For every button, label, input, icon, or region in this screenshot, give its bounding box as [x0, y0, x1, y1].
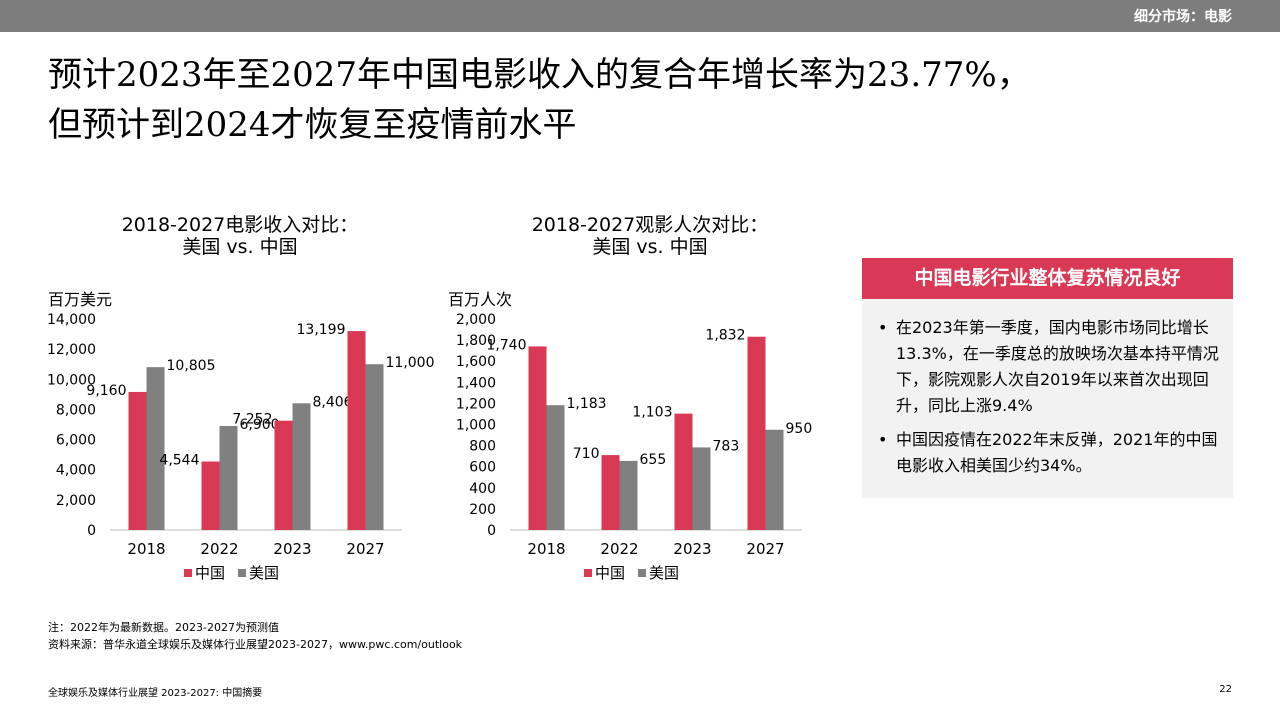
data-label: 1,183: [567, 396, 607, 412]
y-tick-label: 1,600: [456, 354, 496, 370]
source-text: 资料来源：普华永道全球娱乐及媒体行业展望2023-2027，www.pwc.co…: [48, 638, 463, 651]
highlight-card-header: 中国电影行业整体复苏情况良好: [862, 258, 1233, 299]
legend-swatch-usa: [238, 569, 246, 577]
admissions-chart-title-line-2: 美国 vs. 中国: [592, 236, 708, 258]
y-tick-label: 1,400: [456, 375, 496, 391]
list-item: • 在2023年第一季度，国内电影市场同比增长13.3%，在一季度总的放映场次基…: [876, 315, 1219, 419]
x-tick-label: 2022: [200, 540, 238, 558]
bar-china-2027: [747, 336, 766, 530]
data-label: 950: [786, 421, 813, 437]
admissions-chart-title-line-1: 2018-2027观影人次对比：: [531, 214, 769, 236]
bar-china-2027: [347, 331, 366, 530]
y-tick-label: 10,000: [47, 372, 96, 388]
y-tick-label: 0: [87, 523, 96, 539]
page-title: 预计2023年至2027年中国电影收入的复合年增长率为23.77%， 但预计到2…: [48, 50, 1228, 150]
x-tick-label: 2023: [273, 540, 311, 558]
data-label: 4,544: [159, 453, 199, 469]
data-label: 9,160: [86, 383, 126, 399]
bar-usa-2018: [146, 367, 165, 530]
data-label: 10,805: [167, 358, 216, 374]
data-label: 11,000: [386, 355, 435, 371]
bar-usa-2023: [692, 447, 711, 530]
y-tick-label: 12,000: [47, 342, 96, 358]
bar-china-2018: [528, 346, 547, 530]
y-tick-label: 1,200: [456, 396, 496, 412]
data-label: 710: [573, 446, 600, 462]
note-text: 注：2022年为最新数据。2023-2027为预测值: [48, 621, 279, 634]
y-axis-unit-label: 百万美元: [48, 290, 112, 309]
y-tick-label: 800: [469, 439, 496, 455]
x-tick-label: 2027: [346, 540, 384, 558]
footer-title: 全球娱乐及媒体行业展望 2023-2027: 中国摘要: [48, 688, 263, 699]
bar-usa-2022: [219, 426, 238, 530]
list-item-text: 中国因疫情在2022年末反弹，2021年的中国电影收入相美国少约34%。: [896, 430, 1218, 475]
bullet-icon: •: [878, 318, 888, 337]
page-number: 22: [1219, 684, 1232, 695]
y-tick-label: 14,000: [47, 312, 96, 328]
bullet-icon: •: [878, 430, 888, 449]
x-tick-label: 2018: [527, 540, 565, 558]
legend-swatch-china: [184, 569, 192, 577]
data-label: 1,103: [632, 405, 672, 421]
data-label: 1,740: [486, 337, 526, 353]
legend-label-china: 中国: [195, 564, 225, 582]
bar-usa-2027: [765, 429, 784, 530]
data-label: 1,832: [705, 328, 745, 344]
highlight-card: 中国电影行业整体复苏情况良好 • 在2023年第一季度，国内电影市场同比增长13…: [862, 258, 1233, 498]
legend-swatch-china: [584, 569, 592, 577]
y-tick-label: 0: [487, 523, 496, 539]
y-tick-label: 2,000: [456, 312, 496, 328]
y-tick-label: 600: [469, 460, 496, 476]
data-label: 783: [713, 438, 740, 454]
data-label: 8,406: [313, 394, 353, 410]
x-tick-label: 2022: [600, 540, 638, 558]
revenue-chart-title-line-2: 美国 vs. 中国: [182, 236, 298, 258]
section-label: 细分市场：电影: [1134, 9, 1232, 25]
bar-china-2023: [674, 413, 693, 530]
y-tick-label: 6,000: [56, 433, 96, 449]
bar-china-2022: [201, 461, 220, 530]
y-tick-label: 1,800: [456, 333, 496, 349]
revenue-chart-title-line-1: 2018-2027电影收入对比：: [121, 214, 359, 236]
data-label: 655: [640, 452, 667, 468]
legend-label-usa: 美国: [649, 564, 679, 582]
highlight-card-list: • 在2023年第一季度，国内电影市场同比增长13.3%，在一季度总的放映场次基…: [862, 299, 1233, 479]
y-tick-label: 2,000: [56, 493, 96, 509]
data-label: 13,199: [297, 322, 346, 338]
y-tick-label: 1,000: [456, 418, 496, 434]
data-label: 7,252: [232, 412, 272, 428]
admissions-chart-title: 2018-2027观影人次对比： 美国 vs. 中国: [490, 214, 810, 258]
x-tick-label: 2027: [746, 540, 784, 558]
bar-usa-2018: [546, 405, 565, 530]
data-label: 6,900: [240, 417, 280, 433]
bar-china-2022: [601, 455, 620, 530]
y-tick-label: 8,000: [56, 402, 96, 418]
x-tick-label: 2018: [127, 540, 165, 558]
top-header-bar: 细分市场：电影: [0, 0, 1280, 32]
x-tick-label: 2023: [673, 540, 711, 558]
revenue-chart-title: 2018-2027电影收入对比： 美国 vs. 中国: [80, 214, 400, 258]
legend-label-china: 中国: [595, 564, 625, 582]
bar-usa-2022: [619, 460, 638, 530]
admissions-bar-chart: 百万人次 0 200 400 600 800 1,000 1,200 1,400 1,600 1,8…: [448, 290, 813, 582]
y-tick-label: 200: [469, 502, 496, 518]
bar-china-2023: [274, 420, 293, 530]
y-tick-label: 400: [469, 481, 496, 497]
list-item: • 中国因疫情在2022年末反弹，2021年的中国电影收入相美国少约34%。: [876, 427, 1219, 479]
legend-label-usa: 美国: [249, 564, 279, 582]
legend-swatch-usa: [638, 569, 646, 577]
bar-china-2018: [128, 391, 147, 530]
revenue-bar-chart: 百万美元 0 2,000 4,000 6,000 8,000 10,000 12,000 14,…: [47, 290, 435, 582]
bar-usa-2027: [365, 364, 384, 530]
list-item-text: 在2023年第一季度，国内电影市场同比增长13.3%，在一季度总的放映场次基本持…: [896, 318, 1219, 415]
y-axis-unit-label: 百万人次: [448, 290, 512, 309]
page-title-line-2: 但预计到2024才恢复至疫情前水平: [48, 105, 577, 145]
bar-usa-2023: [292, 403, 311, 530]
y-tick-label: 4,000: [56, 463, 96, 479]
page-title-line-1: 预计2023年至2027年中国电影收入的复合年增长率为23.77%，: [48, 55, 1031, 95]
